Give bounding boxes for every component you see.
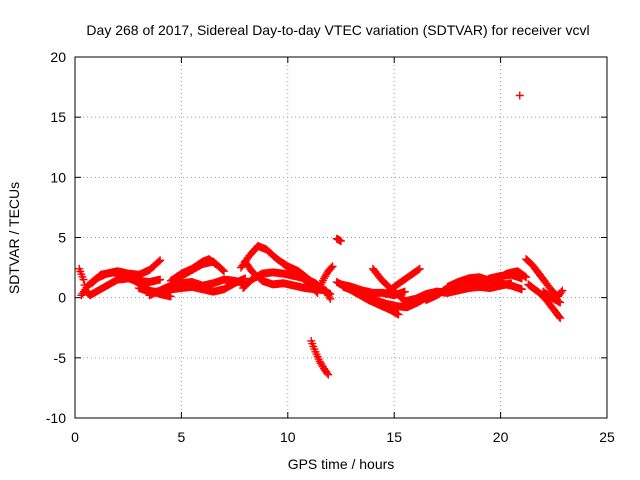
y-tick-label: 5 (58, 230, 66, 246)
data-point (557, 287, 566, 296)
series-arc-26 (539, 287, 565, 307)
x-tick-label: 15 (386, 429, 402, 445)
x-axis-label: GPS time / hours (288, 456, 395, 472)
data-points (75, 91, 567, 379)
y-tick-label: 20 (50, 49, 66, 65)
x-tick-label: 10 (280, 429, 296, 445)
data-point (322, 286, 331, 295)
data-point (324, 370, 333, 379)
data-point (156, 275, 165, 284)
data-point (156, 256, 165, 265)
y-tick-label: -5 (54, 350, 67, 366)
data-point (154, 257, 163, 266)
y-tick-label: 10 (50, 169, 66, 185)
y-tick-label: -10 (46, 410, 66, 426)
series-arc-24 (522, 255, 567, 301)
data-point (79, 275, 88, 284)
data-point (241, 274, 250, 283)
data-point (219, 267, 228, 276)
x-tick-label: 20 (493, 429, 509, 445)
data-point (415, 264, 424, 273)
data-point (312, 287, 321, 296)
y-tick-label: 15 (50, 109, 66, 125)
series-arc-19 (381, 264, 424, 299)
data-point (558, 286, 567, 295)
data-point (323, 369, 332, 378)
data-point (555, 312, 564, 321)
data-point (556, 314, 565, 323)
data-point (517, 285, 526, 294)
series-outlier (515, 91, 524, 100)
data-point (218, 266, 227, 275)
series-arc-6 (166, 255, 220, 285)
data-point (211, 259, 220, 268)
plot-frame (74, 56, 608, 419)
series-arc-7 (156, 274, 250, 297)
data-point (515, 91, 524, 100)
series-arc-13 (307, 336, 333, 379)
y-tick-labels: -10 -5 0 5 10 15 20 (46, 49, 66, 426)
data-point (313, 288, 322, 297)
data-point (400, 287, 409, 296)
data-point (327, 263, 336, 272)
data-point (325, 293, 334, 302)
data-point (556, 298, 565, 307)
data-point (394, 310, 403, 319)
data-point (210, 259, 219, 268)
x-tick-label: 0 (71, 429, 79, 445)
data-point (520, 272, 529, 281)
x-tick-label: 5 (178, 429, 186, 445)
data-point (337, 237, 345, 246)
x-tick-label: 25 (599, 429, 615, 445)
y-axis-label: SDTVAR / TECUs (6, 182, 22, 294)
series-arc-14 (332, 234, 345, 246)
data-point (166, 292, 175, 301)
series-arc-11 (279, 259, 322, 297)
data-point (414, 265, 423, 274)
series-arc-17 (337, 280, 409, 300)
chart-title: Day 268 of 2017, Sidereal Day-to-day VTE… (86, 22, 589, 38)
x-tick-labels: 0 5 10 15 20 25 (71, 429, 615, 445)
series-arc-12 (315, 262, 337, 291)
series-arc-23 (492, 267, 531, 284)
data-point (522, 273, 531, 282)
data-point (326, 294, 335, 303)
data-point (328, 262, 337, 271)
y-tick-label: 0 (58, 290, 66, 306)
